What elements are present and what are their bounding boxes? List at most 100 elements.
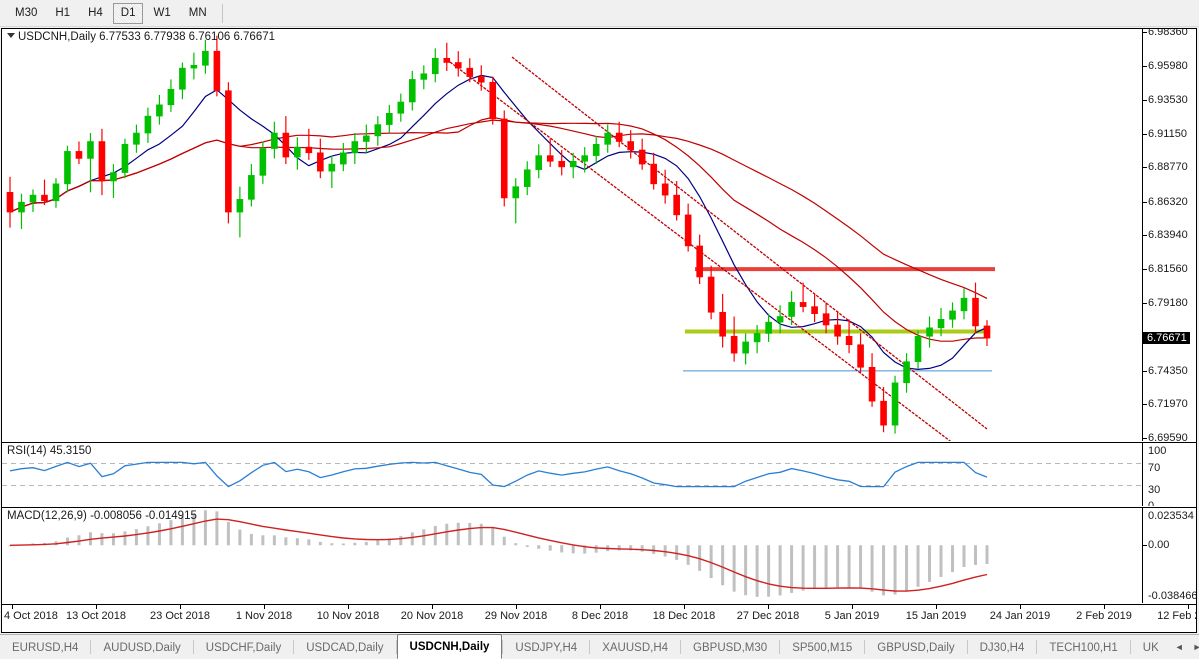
timeframe-button-m30[interactable]: M30	[15, 7, 38, 19]
macd-histogram-bar	[65, 537, 69, 546]
price-plot-area[interactable]	[2, 29, 1142, 441]
macd-histogram-bar	[767, 545, 771, 597]
candle-body	[317, 152, 324, 172]
candle-body	[891, 382, 899, 426]
date-tick-mark	[1188, 605, 1189, 609]
price-tick-mark	[1143, 167, 1147, 169]
macd-histogram-bar	[445, 523, 449, 546]
candle-body	[363, 135, 370, 142]
chart-tab-uk[interactable]: UK	[1142, 641, 1159, 654]
macd-histogram-bar	[652, 545, 656, 554]
moving-average-slow-2	[9, 119, 988, 299]
timeframe-toolbar: M30 H1 H4 D1 W1 MN	[0, 0, 1199, 27]
macd-signal-line	[9, 518, 988, 592]
timeframe-button-h1[interactable]: H1	[55, 7, 71, 19]
candle-body	[811, 306, 818, 314]
rsi-pane[interactable]: RSI(14) 45.3150 100 70 30 0	[2, 442, 1196, 506]
tab-separator	[502, 640, 504, 654]
date-tick-mark	[96, 605, 97, 609]
macd-histogram-bar	[813, 545, 817, 589]
candle-body	[742, 341, 749, 354]
chart-tab-sp500-m15[interactable]: SP500,M15	[792, 641, 853, 654]
candle-body	[466, 67, 474, 77]
chart-tab-audusd-daily[interactable]: AUDUSD,Daily	[103, 641, 181, 654]
date-tick-label: 20 Nov 2018	[400, 610, 464, 622]
collapse-triangle-icon[interactable]	[7, 33, 15, 39]
date-tick-label: 24 Jan 2019	[989, 610, 1051, 622]
chart-tab-gbpusd-m30[interactable]: GBPUSD,M30	[693, 641, 768, 654]
timeframe-button-w1[interactable]: W1	[153, 7, 171, 19]
candle-body	[546, 155, 554, 162]
price-chart-svg	[6, 35, 995, 441]
tab-scroll-left-icon[interactable]: ◄	[1174, 642, 1184, 652]
price-pane[interactable]: USDCNH,Daily 6.77533 6.77938 6.76106 6.7…	[2, 29, 1196, 441]
rsi-plot-area[interactable]	[2, 443, 1142, 506]
chart-tab-dj30-h4[interactable]: DJ30,H4	[979, 641, 1025, 654]
timeframe-button-h4[interactable]: H4	[88, 7, 103, 19]
candle-body	[259, 148, 267, 176]
date-tick-label: 23 Oct 2018	[150, 610, 210, 622]
macd-histogram-bar	[870, 545, 874, 592]
tab-scroll-right-icon[interactable]: ►	[1192, 642, 1199, 652]
macd-histogram-bar	[8, 545, 12, 547]
chart-frame[interactable]: USDCNH,Daily 6.77533 6.77938 6.76106 6.7…	[1, 28, 1197, 633]
date-tick-label: 2 Feb 2019	[1076, 610, 1132, 622]
macd-histogram-bar	[410, 532, 414, 546]
candle-body	[41, 194, 48, 202]
macd-histogram-bar	[755, 545, 759, 597]
date-tick-mark	[348, 605, 349, 609]
macd-histogram-bar	[893, 545, 897, 595]
tab-separator	[680, 640, 682, 654]
candle-body	[868, 366, 876, 402]
chart-tab-tech100-h1[interactable]: TECH100,H1	[1049, 641, 1118, 654]
candle-body	[684, 214, 692, 247]
candle-body	[903, 361, 910, 384]
macd-histogram-bar	[111, 533, 115, 546]
candle-body	[248, 175, 255, 200]
date-tick-label: 4 Oct 2018	[4, 610, 58, 622]
chart-tab-gbpusd-daily[interactable]: GBPUSD,Daily	[877, 641, 955, 654]
chart-tab-usdjpy-h4[interactable]: USDJPY,H4	[515, 641, 578, 654]
chart-tab-eurusd-h4[interactable]: EURUSD,H4	[12, 641, 79, 654]
macd-histogram-bar	[238, 529, 242, 546]
date-axis: 4 Oct 2018 13 Oct 2018 23 Oct 2018 1 Nov 20…	[2, 604, 1196, 632]
chart-tab-bar: EURUSD,H4 AUDUSD,Daily USDCHF,Daily USDCAD,…	[0, 634, 1199, 659]
tab-separator	[293, 640, 295, 654]
chart-tab-usdchf-daily[interactable]: USDCHF,Daily	[205, 641, 282, 654]
macd-histogram-bar	[203, 510, 207, 546]
chart-tabs: EURUSD,H4 AUDUSD,Daily USDCHF,Daily USDCAD,…	[0, 634, 1171, 659]
chart-tab-usdcad-daily[interactable]: USDCAD,Daily	[306, 641, 384, 654]
macd-histogram-bar	[629, 545, 633, 551]
timeframe-button-mn[interactable]: MN	[188, 7, 207, 19]
price-scale[interactable]: 6.98360 6.95980 6.93530 6.91150 6.88770 6.863…	[1142, 29, 1196, 441]
rsi-line	[9, 461, 988, 488]
macd-histogram-bar	[341, 543, 345, 546]
macd-tick-label: -0.038466	[1148, 590, 1196, 602]
candle-body	[294, 146, 301, 158]
date-tick-mark	[516, 605, 517, 609]
rsi-chart-svg	[2, 461, 1142, 488]
date-tick-label: 12 Feb 2019	[1157, 610, 1196, 622]
candle-body	[121, 144, 129, 173]
macd-plot-area[interactable]	[2, 508, 1142, 603]
candle-body	[650, 163, 657, 185]
candle-body	[29, 194, 37, 203]
chart-tab-xauusd-h4[interactable]: XAUUSD,H4	[602, 641, 669, 654]
macd-histogram-bar	[801, 545, 805, 591]
timeframe-button-d1[interactable]: D1	[112, 2, 144, 24]
macd-histogram-bar	[525, 545, 529, 547]
candle-body	[213, 50, 221, 92]
candle-body	[454, 62, 462, 69]
rsi-tick-label: 30	[1148, 483, 1161, 496]
date-tick-label: 15 Jan 2019	[905, 610, 967, 622]
macd-histogram-bar	[295, 538, 299, 546]
candle-body	[523, 169, 531, 187]
current-price-label: 6.76671	[1143, 332, 1190, 345]
price-tick-label: 6.95980	[1148, 59, 1188, 72]
candle-body	[489, 81, 497, 120]
rsi-tick-label: 0	[1148, 500, 1155, 507]
macd-pane[interactable]: MACD(12,26,9) -0.008056 -0.014915 0.0235…	[2, 507, 1196, 603]
rsi-scale: 100 70 30 0	[1142, 443, 1196, 506]
chart-tab-usdcnh-daily[interactable]: USDCNH,Daily	[396, 634, 503, 659]
